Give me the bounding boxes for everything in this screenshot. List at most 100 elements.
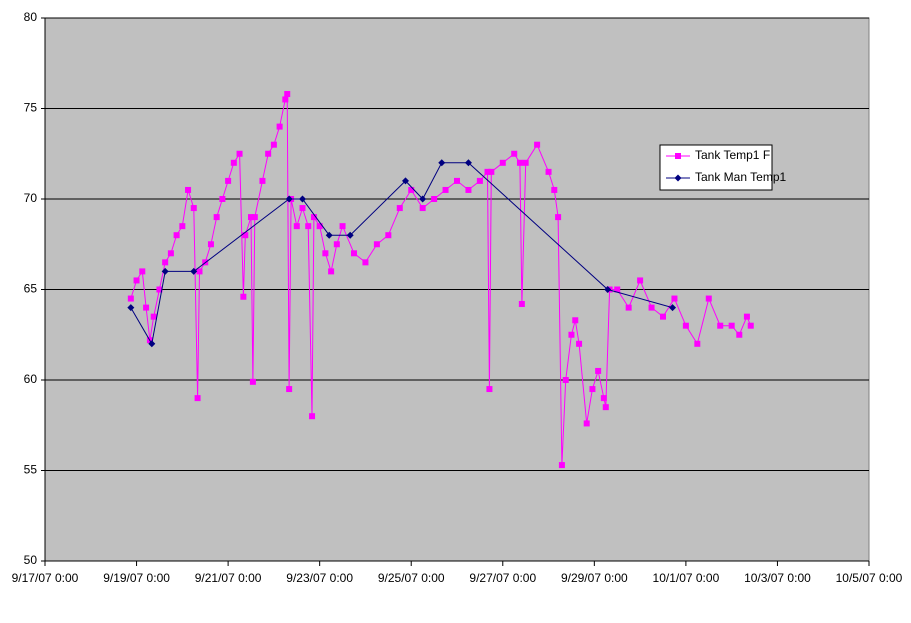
data-point [747, 322, 754, 329]
x-tick-label: 9/27/07 0:00 [469, 571, 536, 585]
data-point [568, 331, 575, 338]
data-point [251, 214, 258, 221]
data-point [293, 223, 300, 230]
data-point [270, 141, 277, 148]
y-tick-label: 55 [24, 463, 38, 477]
x-tick-label: 9/29/07 0:00 [561, 571, 628, 585]
data-point [396, 205, 403, 212]
data-point [743, 313, 750, 320]
data-point [385, 232, 392, 239]
data-point [518, 300, 525, 307]
data-point [190, 267, 198, 275]
y-tick-label: 80 [24, 10, 38, 24]
data-point [219, 196, 226, 202]
data-point [558, 462, 565, 469]
data-point [249, 378, 256, 385]
legend-label: Tank Temp1 F [695, 148, 770, 162]
x-tick-label: 9/21/07 0:00 [195, 571, 262, 585]
data-point [682, 322, 689, 329]
data-point [265, 150, 272, 157]
data-point [276, 123, 283, 130]
data-point [576, 340, 583, 347]
data-point [282, 96, 289, 103]
data-point [190, 205, 197, 212]
data-point [589, 386, 596, 393]
data-point [225, 177, 232, 184]
y-tick-label: 75 [24, 101, 38, 115]
data-point [150, 313, 157, 320]
data-point [562, 377, 569, 383]
data-point [309, 413, 316, 420]
data-point [333, 241, 340, 248]
data-point [161, 267, 169, 275]
data-point [555, 214, 562, 221]
data-point [139, 268, 146, 275]
data-point [196, 268, 203, 275]
data-point [242, 232, 249, 239]
data-point [717, 322, 724, 329]
data-point [595, 367, 602, 374]
data-point [162, 259, 169, 266]
series-line [130, 162, 673, 346]
data-point [694, 340, 701, 347]
data-point [600, 395, 607, 402]
data-point [207, 241, 214, 248]
data-point [419, 195, 427, 203]
data-point [285, 195, 293, 203]
data-point [671, 295, 678, 302]
data-point [373, 241, 380, 248]
y-tick-label: 70 [24, 191, 38, 205]
y-tick-label: 60 [24, 372, 38, 386]
x-tick-label: 9/17/07 0:00 [12, 571, 79, 585]
data-point [522, 159, 529, 166]
data-point [230, 159, 237, 166]
data-point [156, 286, 163, 293]
data-point [179, 223, 186, 230]
data-point [551, 186, 558, 193]
data-point [669, 304, 677, 312]
y-tick-label: 50 [24, 553, 38, 567]
data-point [173, 232, 180, 239]
data-point [736, 331, 743, 338]
data-point [534, 141, 541, 148]
data-point [351, 250, 357, 257]
data-point [127, 304, 135, 312]
x-tick-label: 10/1/07 0:00 [653, 571, 720, 585]
data-point [499, 159, 506, 166]
data-point [516, 159, 523, 166]
x-tick-label: 9/25/07 0:00 [378, 571, 445, 585]
data-point [299, 205, 306, 212]
data-point [408, 186, 415, 193]
data-point [127, 295, 134, 302]
data-point [545, 168, 552, 175]
x-tick-label: 9/23/07 0:00 [286, 571, 353, 585]
data-point [488, 168, 495, 175]
data-point [325, 231, 333, 239]
data-point [637, 277, 644, 284]
data-point [419, 205, 426, 212]
x-tick-label: 9/19/07 0:00 [103, 571, 170, 585]
data-point [284, 91, 291, 98]
data-point [362, 259, 369, 266]
data-point [143, 304, 150, 311]
data-point [454, 177, 460, 184]
legend-marker [674, 174, 682, 182]
data-point [402, 177, 409, 185]
x-tick-label: 10/3/07 0:00 [744, 571, 811, 585]
y-tick-label: 65 [24, 282, 38, 296]
legend-box [659, 144, 773, 191]
data-point [248, 214, 254, 221]
data-point [431, 196, 438, 202]
data-point [259, 177, 266, 184]
data-point [167, 250, 174, 257]
data-point [604, 286, 612, 293]
data-point [583, 420, 590, 427]
legend-label: Tank Man Temp1 [695, 170, 786, 184]
data-point [511, 150, 518, 157]
data-point [322, 250, 329, 257]
legend-marker [675, 153, 681, 159]
x-tick-label: 10/5/07 0:00 [836, 571, 903, 585]
data-point [299, 195, 306, 203]
data-point [648, 304, 655, 311]
